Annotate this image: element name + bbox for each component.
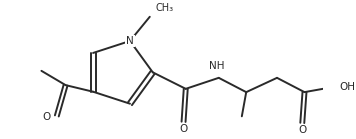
- Text: NH: NH: [209, 61, 224, 71]
- Text: O: O: [42, 112, 50, 122]
- Text: O: O: [179, 124, 188, 134]
- Text: OH: OH: [340, 82, 356, 92]
- Text: N: N: [126, 36, 134, 46]
- Text: CH₃: CH₃: [155, 3, 173, 13]
- Text: O: O: [298, 125, 307, 135]
